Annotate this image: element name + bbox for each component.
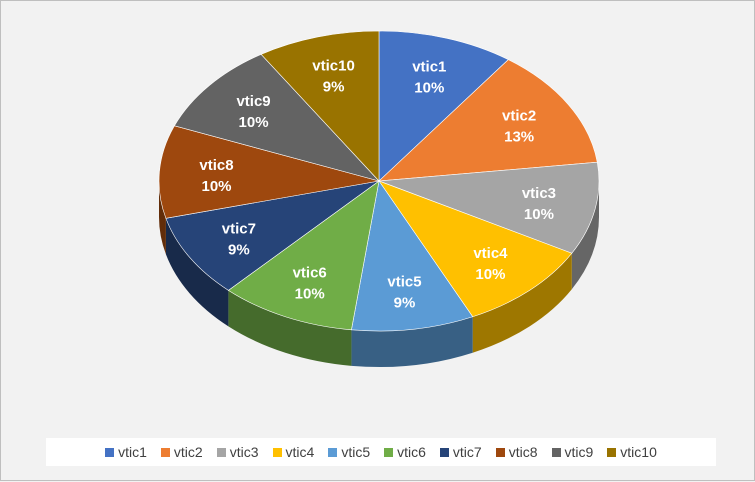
data-label-value-vtic9: 10%	[239, 114, 269, 131]
legend-swatch-vtic10	[607, 447, 617, 457]
data-label-name-vtic2: vtic2	[502, 107, 536, 124]
pie-slice-vtic2[interactable]	[378, 59, 598, 182]
legend-label-vtic6: vtic6	[397, 444, 426, 460]
legend-swatch-vtic3	[216, 447, 226, 457]
pie-slice-vtic3[interactable]	[378, 161, 600, 254]
legend-entry-vtic4[interactable]: vtic4	[272, 444, 315, 460]
legend-label-vtic8: vtic8	[508, 444, 538, 460]
legend-label-vtic2: vtic2	[173, 444, 203, 460]
legend-swatch-vtic1	[105, 447, 115, 457]
legend-entry-vtic6[interactable]: vtic6	[384, 444, 426, 460]
legend-swatch-vtic4	[272, 447, 282, 457]
legend-label-vtic4: vtic4	[285, 444, 315, 460]
pie-slice-vtic10[interactable]	[260, 30, 380, 182]
pie-slice-vtic9[interactable]	[173, 53, 380, 182]
legend-entry-vtic10[interactable]: vtic10	[607, 444, 657, 460]
data-label-value-vtic4: 10%	[475, 266, 505, 283]
data-label-name-vtic5: vtic5	[387, 274, 421, 291]
pie-side-vtic7	[165, 218, 229, 327]
data-label-name-vtic6: vtic6	[293, 264, 327, 281]
pie-side-vtic8	[159, 181, 166, 255]
data-label-value-vtic7: 9%	[228, 242, 250, 259]
legend-entry-vtic1[interactable]: vtic1	[105, 444, 147, 460]
data-label-name-vtic4: vtic4	[473, 245, 508, 262]
pie-slice-vtic1[interactable]	[378, 30, 509, 182]
legend-swatch-vtic8	[495, 447, 505, 457]
legend-label-vtic10: vtic10	[620, 444, 657, 460]
legend-label-vtic3: vtic3	[229, 444, 259, 460]
data-labels: vtic1 10% vtic2 13% vtic3 10% vtic4 10% vtic5 9% v…	[199, 57, 556, 311]
legend-label-vtic1: vtic1	[118, 444, 147, 460]
legend-swatch-vtic6	[384, 447, 394, 457]
data-label-value-vtic5: 9%	[394, 295, 416, 312]
legend-swatch-vtic2	[160, 447, 170, 457]
pie-slice-vtic4[interactable]	[378, 180, 573, 318]
data-label-value-vtic10: 9%	[323, 78, 345, 95]
legend-label-vtic5: vtic5	[341, 444, 371, 460]
legend-entry-vtic5[interactable]: vtic5	[328, 444, 370, 460]
legend-entry-vtic3[interactable]: vtic3	[216, 444, 259, 460]
data-label-value-vtic3: 10%	[524, 206, 554, 223]
pie-slice-vtic6[interactable]	[227, 180, 380, 331]
pie-slice-vtic7[interactable]	[165, 180, 380, 291]
legend-swatch-vtic7	[439, 447, 449, 457]
data-label-name-vtic9: vtic9	[236, 93, 270, 110]
data-label-value-vtic1: 10%	[414, 79, 444, 96]
data-label-name-vtic7: vtic7	[222, 221, 256, 238]
pie-slice-vtic5[interactable]	[351, 180, 474, 332]
legend-entry-vtic7[interactable]: vtic7	[439, 444, 482, 460]
pie-side-vtic3	[571, 181, 599, 290]
pie-slices	[158, 30, 600, 332]
legend-entry-vtic2[interactable]: vtic2	[160, 444, 203, 460]
data-label-value-vtic6: 10%	[295, 285, 325, 302]
pie-slice-vtic8[interactable]	[158, 125, 380, 219]
legend-label-vtic9: vtic9	[564, 444, 594, 460]
legend-swatch-vtic9	[551, 447, 561, 457]
legend-label-vtic7: vtic7	[452, 444, 482, 460]
legend: vtic1 vtic2 vtic3 vtic4 vtic5 vtic6 vtic7 vtic8…	[46, 438, 716, 466]
data-label-name-vtic8: vtic8	[199, 157, 233, 174]
legend-entry-vtic8[interactable]: vtic8	[495, 444, 538, 460]
data-label-name-vtic10: vtic10	[312, 57, 355, 74]
data-label-name-vtic3: vtic3	[522, 185, 556, 202]
legend-swatch-vtic5	[328, 447, 338, 457]
legend-entry-vtic9[interactable]: vtic9	[551, 444, 594, 460]
data-label-name-vtic1: vtic1	[412, 58, 446, 75]
data-label-value-vtic8: 10%	[202, 178, 232, 195]
data-label-value-vtic2: 13%	[504, 128, 534, 145]
pie-side-vtic6	[228, 290, 352, 366]
pie-side-vtic5	[351, 316, 473, 367]
